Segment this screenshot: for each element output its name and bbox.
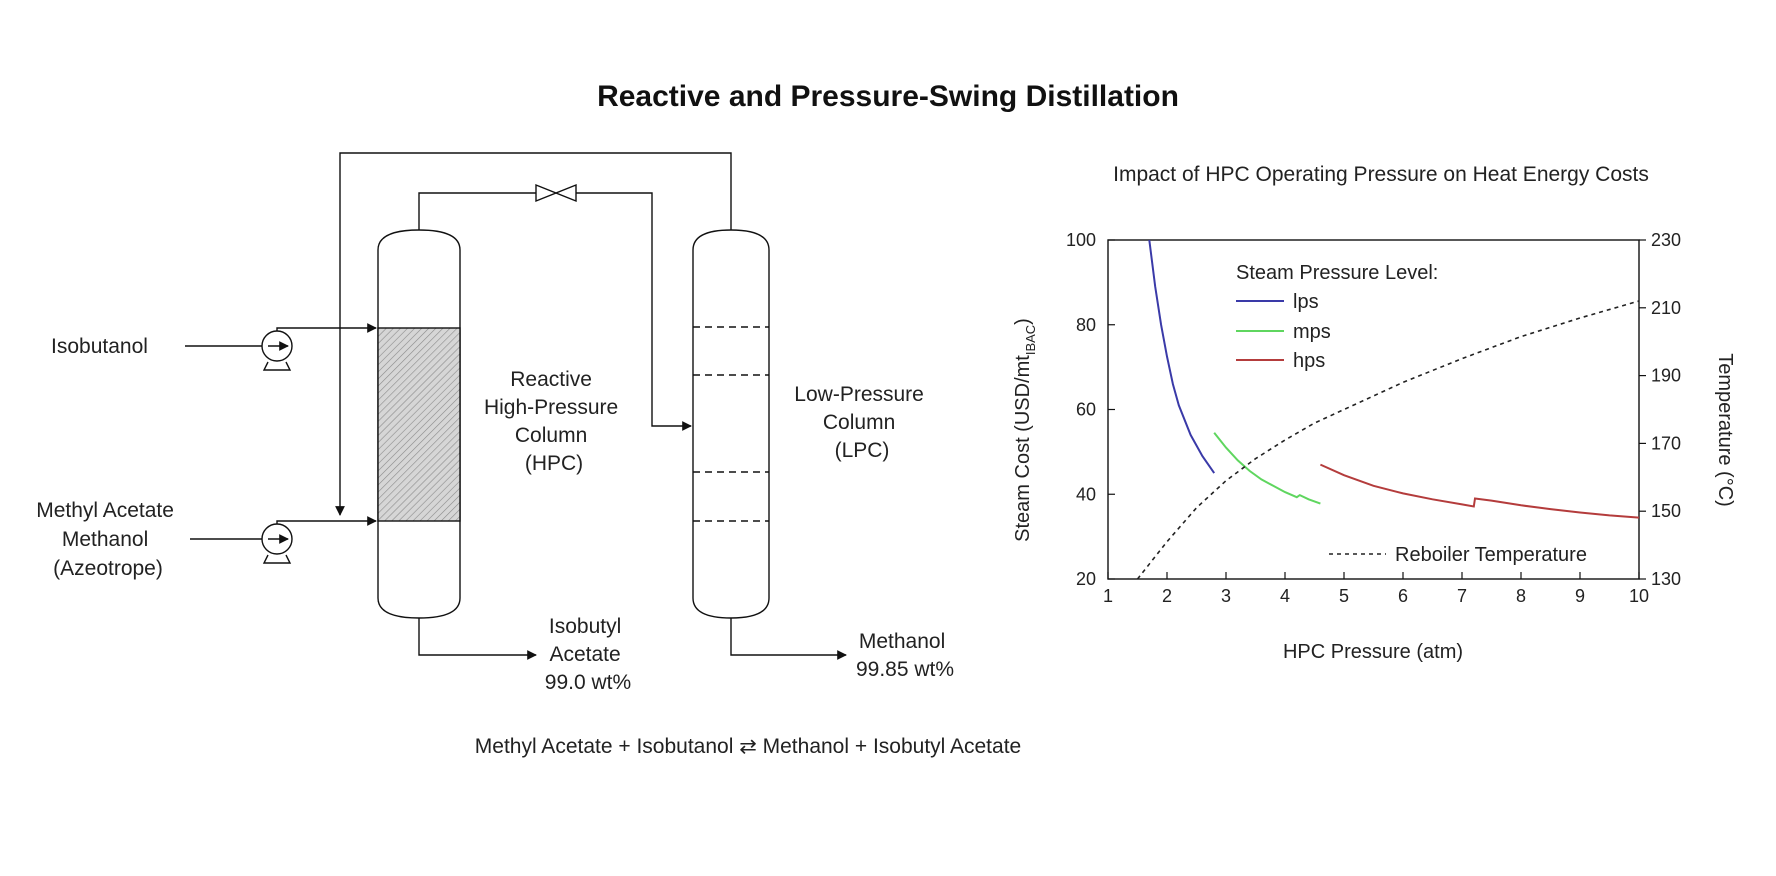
lpc-column (692, 229, 770, 619)
y-axis-right: 130 150 170 190 210 230 (1639, 230, 1681, 589)
chart-title: Impact of HPC Operating Pressure on Heat… (1113, 163, 1649, 186)
series-line-lps (1148, 239, 1216, 474)
x-tick-label: 6 (1398, 586, 1408, 606)
plot-frame (1107, 239, 1640, 580)
valve-icon (535, 183, 577, 203)
x-tick-label: 5 (1339, 586, 1349, 606)
y2-tick-label: 130 (1651, 569, 1681, 589)
process-diagram (185, 152, 847, 660)
y2-axis-label: Temperature (°C) (1714, 353, 1736, 507)
y-tick-label: 80 (1076, 315, 1096, 335)
y2-tick-label: 210 (1651, 298, 1681, 318)
hpc-reactive-zone (377, 327, 461, 522)
hpc-overhead-line (418, 192, 536, 230)
feed-label-azeotrope: Methyl Acetate Methanol (Azeotrope) (36, 499, 180, 580)
y-tick-label: 60 (1076, 400, 1096, 420)
x-tick-label: 7 (1457, 586, 1467, 606)
series-line-mps (1213, 432, 1321, 505)
lpc-feed-line (576, 192, 692, 431)
x-tick-label: 3 (1221, 586, 1231, 606)
legend-title: Steam Pressure Level: (1236, 262, 1438, 284)
x-axis: 1 2 3 4 5 6 7 8 9 10 (1103, 572, 1649, 606)
y2-tick-label: 190 (1651, 366, 1681, 386)
x-tick-label: 1 (1103, 586, 1113, 606)
legend-label-hps: hps (1293, 350, 1325, 372)
recycle-line (335, 152, 732, 516)
page-title: Reactive and Pressure-Swing Distillation (597, 80, 1179, 113)
lpc-trays (693, 326, 769, 522)
legend-label-reboiler: Reboiler Temperature (1395, 544, 1587, 566)
series-line-reboiler-temperature (1136, 300, 1640, 580)
lpc-label: Low-Pressure Column (LPC) (794, 383, 929, 462)
lpc-bottoms-line (730, 618, 847, 660)
y-tick-label: 20 (1076, 569, 1096, 589)
hpc-column (377, 229, 461, 619)
hpc-bottoms-line (418, 618, 537, 660)
legend: Steam Pressure Level: lps mps hps Reboil… (1236, 262, 1587, 566)
azeotrope-feed-line (276, 516, 377, 526)
x-tick-label: 4 (1280, 586, 1290, 606)
legend-label-mps: mps (1293, 321, 1331, 343)
y-tick-label: 100 (1066, 230, 1096, 250)
y-axis-label: Steam Cost (USD/mtIBAC) (1012, 318, 1038, 542)
diagram-labels: Isobutanol Methyl Acetate Methanol (Azeo… (36, 335, 1021, 758)
x-tick-label: 2 (1162, 586, 1172, 606)
legend-label-lps: lps (1293, 291, 1319, 313)
x-tick-label: 10 (1629, 586, 1649, 606)
y-axis-left: 20 40 60 80 100 (1066, 230, 1115, 589)
x-tick-label: 9 (1575, 586, 1585, 606)
x-tick-label: 8 (1516, 586, 1526, 606)
steam-cost-chart: Impact of HPC Operating Pressure on Heat… (1012, 163, 1736, 663)
feed-label-isobutanol: Isobutanol (51, 335, 148, 358)
y2-tick-label: 170 (1651, 433, 1681, 453)
hpc-label: Reactive High-Pressure Column (HPC) (484, 368, 624, 475)
isobutanol-feed-line (276, 323, 377, 333)
series-line-hps (1319, 463, 1640, 519)
y-tick-label: 40 (1076, 484, 1096, 504)
hpc-product-label: Isobutyl Acetate 99.0 wt% (545, 615, 631, 694)
series-group (1136, 239, 1640, 580)
x-axis-label: HPC Pressure (atm) (1283, 641, 1463, 663)
reaction-equation: Methyl Acetate + Isobutanol ⇄ Methanol +… (475, 735, 1021, 758)
y2-tick-label: 150 (1651, 501, 1681, 521)
lpc-product-label: Methanol 99.85 wt% (856, 630, 954, 681)
y2-tick-label: 230 (1651, 230, 1681, 250)
